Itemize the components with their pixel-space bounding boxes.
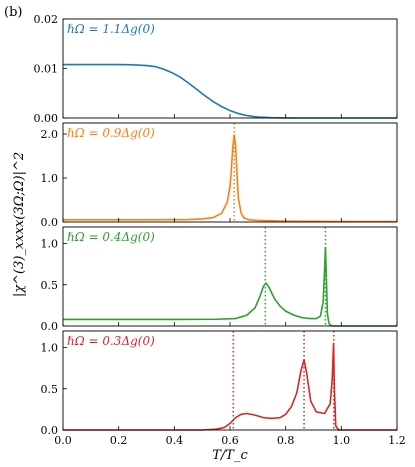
series-line <box>63 63 397 119</box>
y-tick-label: 0.00 <box>34 112 59 125</box>
panel-label: (b) <box>4 5 22 20</box>
y-tick-label: 0.01 <box>34 63 59 76</box>
y-axis-label: |χ^(3)_xxxx(3Ω;Ω)|^2 <box>12 152 27 297</box>
series-line <box>63 342 397 431</box>
panel-2: 0.0 1.0 2.0 ℏΩ = 0.9Δg(0) <box>41 122 398 229</box>
x-tick-label: 1.0 <box>333 434 351 447</box>
series-line <box>63 134 397 223</box>
x-tick-label: 0.6 <box>221 434 239 447</box>
panel-annotation: ℏΩ = 0.3Δg(0) <box>67 334 155 348</box>
y-tick-label: 0.0 <box>41 424 59 437</box>
y-tick-label: 0.0 <box>41 216 59 229</box>
y-tick-label: 0.0 <box>41 320 59 333</box>
panel-3: 0.0 0.5 1.0 ℏΩ = 0.4Δg(0) <box>41 226 398 333</box>
x-tick-label: 0.4 <box>166 434 184 447</box>
x-tick-label: 0.2 <box>110 434 128 447</box>
panel-annotation: ℏΩ = 0.9Δg(0) <box>67 126 155 140</box>
panel-4: 0.0 0.5 1.0 0.0 0.2 0.4 0.6 0.8 1.0 1.2 ℏΩ = 0.3Δg… <box>41 330 406 447</box>
y-tick-label: 1.0 <box>41 342 59 355</box>
y-tick-label: 1.0 <box>41 172 59 185</box>
x-tick-label: 1.2 <box>388 434 406 447</box>
y-tick-label: 1.0 <box>41 238 59 251</box>
plot-root: 0.00 0.01 0.02 ℏΩ = 1.1Δg(0) 0.0 1.0 2.0 ℏΩ = 0… <box>12 13 406 463</box>
panel-1: 0.00 0.01 0.02 ℏΩ = 1.1Δg(0) <box>34 13 398 125</box>
y-tick-label: 0.5 <box>41 383 59 396</box>
x-axis-label: T/T_c <box>212 448 248 463</box>
x-tick-label: 0.0 <box>54 434 72 447</box>
panel-annotation: ℏΩ = 0.4Δg(0) <box>67 230 155 244</box>
series-line <box>63 246 397 327</box>
y-tick-label: 0.5 <box>41 279 59 292</box>
x-tick-label: 0.8 <box>277 434 295 447</box>
y-tick-label: 2.0 <box>41 128 59 141</box>
panel-annotation: ℏΩ = 1.1Δg(0) <box>67 22 155 36</box>
y-tick-label: 0.02 <box>34 13 59 26</box>
